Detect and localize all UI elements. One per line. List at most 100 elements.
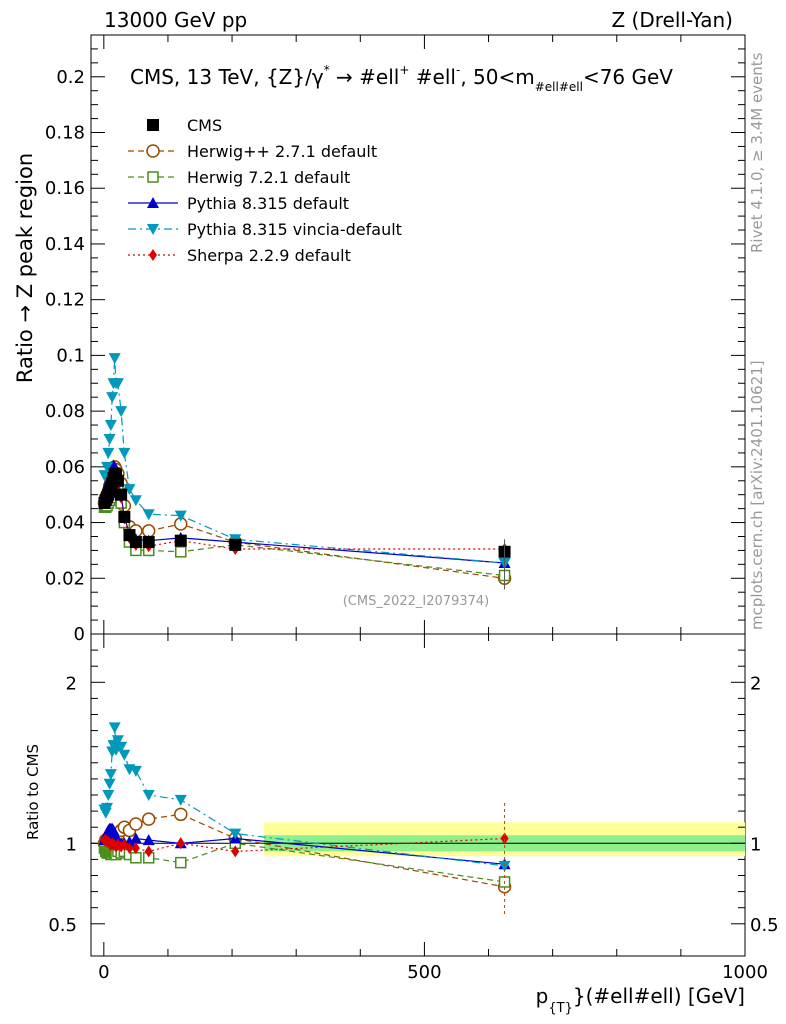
ratio-y-tick-label-right: 0.5 [750,915,779,936]
ratio-point [176,837,185,850]
ratio-point [115,741,128,753]
ratio-y-tick-label: 2 [66,673,77,694]
legend-marker [149,249,157,261]
series-line [104,358,505,564]
ratio-point [174,807,188,822]
legend-marker [147,171,159,183]
x-tick-label: 500 [407,962,441,983]
ratio-point [108,722,121,734]
data-point [174,510,187,522]
data-point [123,484,136,496]
y-tick-label: 0 [74,624,85,645]
rivet-label: Rivet 4.1.0, ≥ 3.4M events [748,52,766,253]
data-point [103,433,116,445]
legend-label: Pythia 8.315 vincia-default [187,220,402,239]
x-tick-label: 0 [98,962,109,983]
legend-label: Pythia 8.315 default [187,194,349,213]
ratio-point [498,860,511,872]
series-line [103,464,505,564]
ratio-plot-frame [90,633,746,957]
ratio-point [130,852,142,864]
y-tick-label: 0.02 [45,568,85,589]
legend: CMS Herwig++ 2.7.1 default Herwig 7.2.1 de… [128,116,402,265]
legend-marker [146,144,160,158]
legend-label: Herwig++ 2.7.1 default [187,142,377,161]
legend-label: Sherpa 2.2.9 default [187,246,351,265]
y-axis-label: Ratio → Z peak region [13,153,37,383]
data-point [104,420,117,432]
data-point [111,378,124,390]
data-point [101,461,114,473]
series-line [103,464,505,579]
y-tick-label: 0.1 [56,345,85,366]
y-tick-label: 0.08 [45,401,85,422]
ratio-point [129,832,142,844]
data-point [129,536,142,549]
series-line [103,473,505,550]
series-4 [98,353,511,569]
legend-marker [147,197,159,208]
ratio-series-group [97,722,512,916]
ratio-point [131,842,140,855]
ratio-point [125,842,134,855]
main-series-group [97,353,512,590]
ratio-point [142,834,155,846]
x-axis-label: p{T}}(#ell#ell) [GeV] [536,984,745,1016]
data-point [229,538,242,551]
ratio-point [500,832,509,845]
ratio-point [129,765,142,777]
ratio-series-3 [98,722,511,872]
ratio-point [174,794,187,806]
series-0 [98,467,511,558]
ratio-point [141,812,156,826]
ratio-point [175,856,187,869]
y-tick-label: 0.14 [45,234,85,255]
series-2 [98,477,511,582]
mcplots-label: mcplots.cern.ch [arXiv:2401.10621] [748,360,766,630]
ratio-point [231,845,240,858]
chart-title: CMS, 13 TeV, {Z}/γ* → #ell+ #ell-, 50<m#… [130,63,673,94]
axes: 0 0.02 0.04 0.06 0.08 0.1 0.12 0.14 0.16 0.18 0.2 0… [45,35,779,983]
ratio-point [229,828,242,840]
series-line [104,482,505,577]
data-point [118,510,131,523]
header-left: 13000 GeV pp [104,8,247,32]
series-1 [97,460,512,586]
data-point [108,353,121,365]
ratio-y-tick-label-right: 2 [750,673,761,694]
ratio-point [103,778,116,790]
data-point [115,488,128,501]
data-point [118,447,131,459]
data-point [129,495,142,507]
y-tick-label: 0.06 [45,457,85,478]
data-point [106,392,119,404]
y-tick-label: 0.12 [45,290,85,311]
header-right: Z (Drell-Yan) [611,8,733,32]
ratio-y-tick-label-right: 1 [750,834,761,855]
ratio-point [144,845,153,858]
data-point [142,536,155,549]
ratio-point [102,790,115,801]
legend-marker [147,224,159,235]
legend-label: CMS [187,116,222,135]
data-point [102,447,115,459]
data-point [142,509,155,521]
ratio-point [104,769,117,781]
ratio-point [118,749,131,761]
ratio-point [107,824,120,836]
ratio-y-tick-label: 0.5 [48,915,77,936]
series-5 [100,469,509,556]
y-tick-label: 0.16 [45,178,85,199]
legend-marker [147,119,159,131]
data-point [115,406,128,418]
y-tick-label: 0.18 [45,123,85,144]
data-point [123,529,136,542]
ratio-point [129,817,143,831]
ratio-y-axis-label: Ratio to CMS [24,744,42,840]
y-tick-label: 0.2 [56,67,85,88]
y-tick-label: 0.04 [45,513,85,534]
data-point [174,534,187,547]
ratio-point [111,735,124,747]
x-tick-label: 1000 [722,962,768,983]
